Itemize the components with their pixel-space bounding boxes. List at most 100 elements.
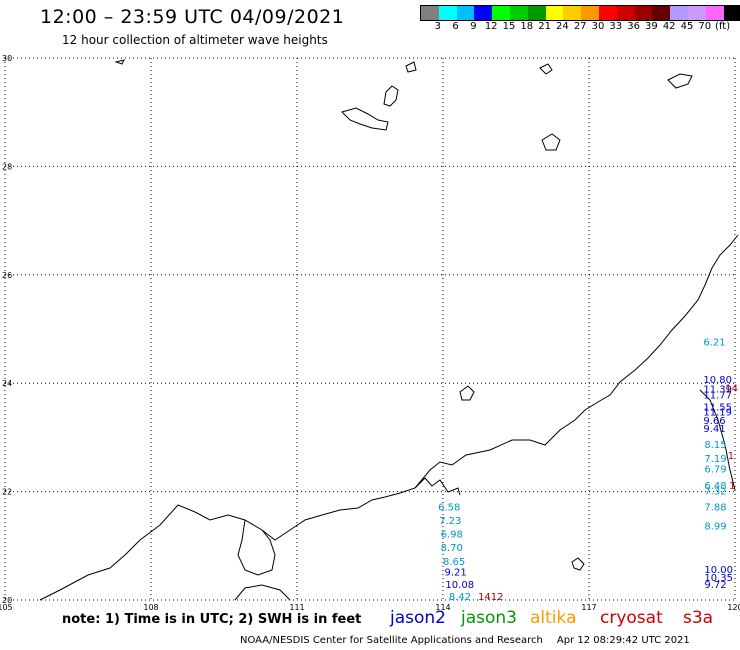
observation-value: 10.80 bbox=[703, 375, 732, 386]
footer-note: note: 1) Time is in UTC; 2) SWH is in fe… bbox=[62, 612, 362, 627]
legend-label: 39 bbox=[645, 21, 658, 32]
legend-jason2: jason2 bbox=[390, 608, 446, 628]
island-8 bbox=[571, 557, 585, 571]
observation-value: 6.79 bbox=[704, 465, 726, 476]
observation-value: 8.65 bbox=[443, 557, 465, 568]
observation-value: 10.00 bbox=[704, 565, 733, 576]
longitude-label: 117 bbox=[581, 603, 596, 612]
observation-value: 9.72 bbox=[704, 580, 726, 591]
longitude-label: 120 bbox=[727, 603, 740, 612]
axis-labels: 302826242220105108111114117120 bbox=[0, 54, 740, 612]
legend-swatch bbox=[723, 6, 740, 20]
observation-value: 6.98 bbox=[441, 530, 463, 541]
legend-swatch bbox=[438, 6, 457, 20]
legend-label: 24 bbox=[556, 21, 569, 32]
island-7 bbox=[459, 385, 475, 401]
legend-label: 18 bbox=[520, 21, 534, 32]
legend-swatch bbox=[474, 6, 493, 20]
observation-value: 9.66 bbox=[703, 416, 725, 427]
island-9 bbox=[114, 59, 125, 65]
taiwan-coastline bbox=[699, 389, 736, 491]
observation-value: 11.77 bbox=[703, 390, 732, 401]
legend-swatch bbox=[687, 6, 706, 20]
legend-label: 12 bbox=[484, 21, 498, 32]
observation-value: 6.21 bbox=[703, 337, 725, 348]
legend-label: 21 bbox=[538, 21, 551, 32]
observation-value: 11.39 bbox=[703, 384, 732, 395]
legend-cryosat: cryosat bbox=[600, 608, 663, 628]
observation-value: 6.48 bbox=[704, 481, 726, 492]
pearl-river-delta bbox=[414, 477, 461, 496]
legend-label: 30 bbox=[591, 21, 605, 32]
coastline bbox=[39, 59, 739, 601]
observation-value: 1 bbox=[729, 481, 735, 492]
wave-height-color-legend bbox=[420, 5, 740, 21]
observation-value: 6.58 bbox=[438, 503, 460, 514]
island-5 bbox=[405, 61, 417, 73]
legend-swatch bbox=[545, 6, 564, 20]
observation-value: 8.42 bbox=[449, 592, 471, 603]
longitude-label: 111 bbox=[289, 603, 304, 612]
island-6 bbox=[539, 63, 553, 75]
island-2 bbox=[383, 85, 399, 107]
observation-value: 8.70 bbox=[441, 543, 463, 554]
legend-label: 3 bbox=[434, 21, 441, 32]
observation-value: 8.99 bbox=[704, 522, 726, 533]
observation-value: 7.32 bbox=[704, 486, 726, 497]
hainan-coastline bbox=[234, 584, 291, 601]
footer-credit-line: NOAA/NESDIS Center for Satellite Applica… bbox=[240, 635, 690, 646]
map-subtitle: 12 hour collection of altimeter wave hei… bbox=[62, 33, 328, 47]
observation-value: 14 bbox=[725, 383, 738, 394]
legend-swatch bbox=[634, 6, 653, 20]
legend-label: (ft) bbox=[715, 21, 731, 32]
latitude-label: 30 bbox=[2, 54, 12, 63]
footer-credit: NOAA/NESDIS Center for Satellite Applica… bbox=[240, 635, 543, 646]
observation-value: 1 bbox=[728, 451, 734, 462]
legend-label: 33 bbox=[609, 21, 623, 32]
longitude-label: 105 bbox=[0, 603, 13, 612]
observation-value: 9.41 bbox=[703, 424, 725, 435]
legend-label: 42 bbox=[662, 21, 676, 32]
legend-swatch bbox=[456, 6, 475, 20]
legend-label: 70 bbox=[698, 21, 712, 32]
legend-altika: altika bbox=[530, 608, 577, 628]
island-3 bbox=[541, 133, 561, 151]
observation-value: 11.19 bbox=[703, 408, 732, 419]
legend-swatch bbox=[581, 6, 599, 20]
legend-label: 45 bbox=[680, 21, 694, 32]
observation-value: 10.08 bbox=[445, 580, 474, 591]
observation-value: 9.21 bbox=[444, 568, 466, 579]
observation-value: 7.88 bbox=[704, 503, 726, 514]
footer-timestamp: Apr 12 08:29:42 UTC 2021 bbox=[556, 635, 690, 646]
legend-swatch bbox=[563, 6, 582, 20]
map-title: 12:00 – 23:59 UTC 04/09/2021 bbox=[40, 6, 345, 28]
island-1 bbox=[341, 107, 389, 131]
observation-value: 1412 bbox=[478, 592, 503, 603]
longitude-label: 114 bbox=[435, 603, 450, 612]
latitude-label: 28 bbox=[2, 162, 12, 171]
observation-value: 11.55 bbox=[703, 402, 732, 413]
latitude-label: 20 bbox=[2, 596, 12, 605]
longitude-label: 108 bbox=[143, 603, 158, 612]
island-4 bbox=[667, 73, 693, 89]
legend-swatch bbox=[670, 6, 688, 20]
leizhou-coastline bbox=[237, 519, 276, 576]
legend-labels: 3 6 9 12 15 18 21 24 27 30 33 36 39 42 45 70 (ft) bbox=[420, 21, 740, 35]
legend-swatch bbox=[509, 6, 528, 20]
legend-label: 9 bbox=[470, 21, 477, 32]
latitude-label: 26 bbox=[2, 271, 12, 280]
legend-label: 27 bbox=[573, 21, 587, 32]
legend-swatch bbox=[421, 6, 439, 20]
latitude-label: 24 bbox=[2, 379, 12, 388]
legend-swatch bbox=[527, 6, 546, 20]
legend-swatch bbox=[492, 6, 510, 20]
legend-jason3: jason3 bbox=[461, 608, 517, 628]
observation-value: 8.15 bbox=[704, 440, 726, 451]
legend-swatch bbox=[652, 6, 671, 20]
lat-lon-grid bbox=[4, 57, 736, 601]
legend-label: 36 bbox=[627, 21, 640, 32]
legend-swatch bbox=[705, 6, 724, 20]
latitude-label: 22 bbox=[2, 488, 12, 497]
